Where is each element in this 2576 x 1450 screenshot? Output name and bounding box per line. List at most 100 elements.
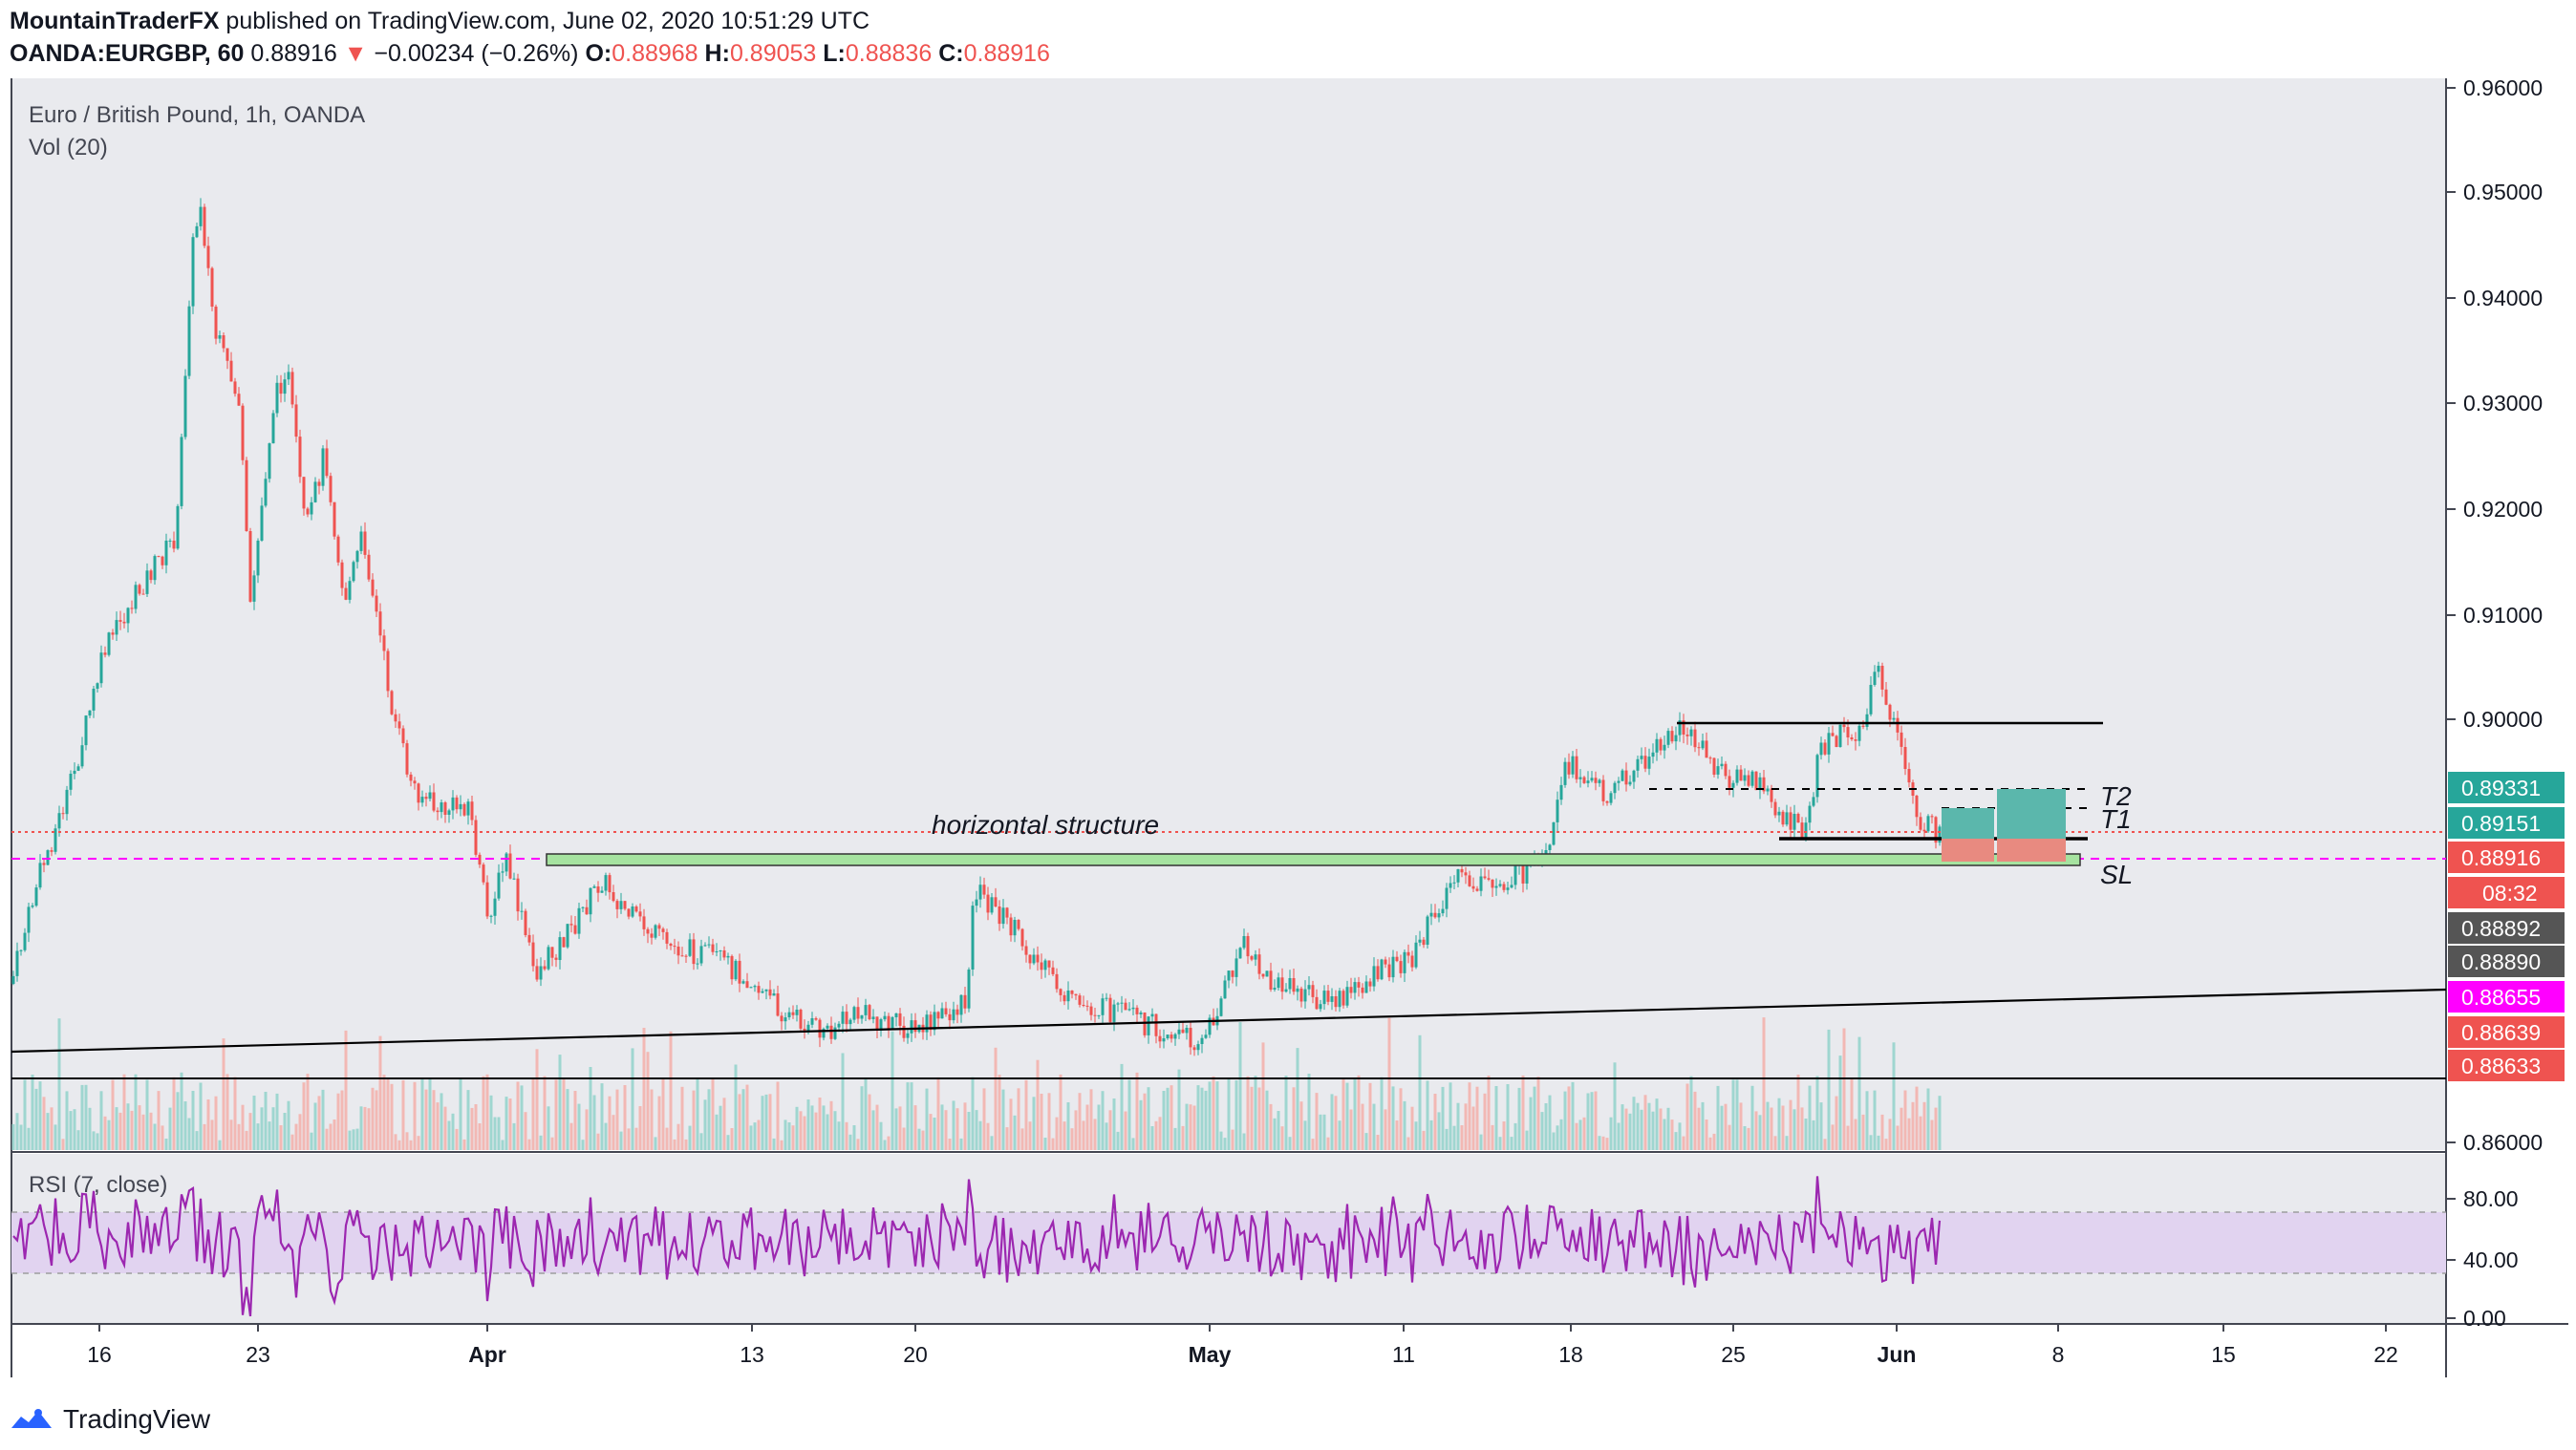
volume-bar (1112, 1098, 1116, 1150)
candle-body (1005, 907, 1009, 918)
candle-body (1747, 775, 1750, 786)
price-tag-bg[interactable] (2448, 877, 2565, 908)
sl-label[interactable]: SL (2100, 860, 2133, 889)
candle-body (1471, 885, 1475, 889)
candle-body (1594, 778, 1598, 783)
candle-body (443, 802, 447, 815)
symbol-legend[interactable]: Euro / British Pound, 1h, OANDA (29, 102, 365, 128)
price-tag-bg[interactable] (2448, 981, 2565, 1013)
volume-bar (455, 1128, 459, 1150)
chart-canvas[interactable]: horizontal structure T2 T1 SL Euro / Bri… (0, 76, 2576, 1395)
volume-bar (1013, 1115, 1017, 1150)
volume-bar (256, 1123, 260, 1150)
rsi-legend[interactable]: RSI (7, close) (29, 1172, 167, 1198)
candle-body (982, 885, 986, 895)
structure-zone[interactable] (546, 853, 2081, 866)
price-tag: 0.89151 (2461, 811, 2541, 836)
candle-body (302, 477, 306, 509)
volume-bar (206, 1099, 210, 1150)
volume-legend[interactable]: Vol (20) (29, 135, 108, 160)
candle-body (1693, 729, 1697, 748)
price-tag-bg[interactable] (2448, 1050, 2565, 1081)
volume-bar (1812, 1119, 1815, 1150)
candle-body (1903, 747, 1907, 769)
volume-bar (1655, 1098, 1659, 1150)
price-tag-bg[interactable] (2448, 807, 2565, 839)
volume-bar (245, 1130, 248, 1150)
price-tag-bg[interactable] (2448, 772, 2565, 803)
candle-body (1449, 883, 1452, 888)
candle-body (359, 531, 363, 551)
volume-bar (1437, 1112, 1441, 1150)
candle-body (1456, 869, 1460, 883)
candle-body (1277, 977, 1280, 989)
candle-body (462, 803, 466, 816)
price-tag-bg[interactable] (2448, 946, 2565, 977)
stop-box-2[interactable] (1997, 839, 2066, 862)
volume-bar (940, 1104, 944, 1150)
candle-body (1135, 1007, 1139, 1014)
candle-body (585, 906, 589, 915)
price-tag-bg[interactable] (2448, 842, 2565, 873)
time-axis[interactable] (11, 1324, 2446, 1377)
price-tag-bg[interactable] (2448, 1016, 2565, 1048)
candle-body (1934, 817, 1938, 843)
volume-bar (1170, 1085, 1173, 1150)
candle-body (929, 1014, 933, 1031)
candle-body (1682, 720, 1685, 735)
symbol-label[interactable]: OANDA:EURGBP, 60 (10, 40, 245, 67)
candle-body (195, 225, 199, 238)
price-axis[interactable] (2446, 78, 2568, 1324)
volume-bar (153, 1123, 157, 1150)
candle-body (631, 906, 634, 917)
structure-label[interactable]: horizontal structure (932, 810, 1159, 840)
tradingview-logo[interactable]: TradingView (10, 1400, 210, 1439)
candle-body (1716, 766, 1720, 775)
candle-body (348, 581, 352, 600)
volume-bar (963, 1102, 967, 1150)
price-tick-label: 0.94000 (2463, 286, 2543, 310)
volume-bar (1789, 1099, 1792, 1150)
candle-body (959, 994, 963, 1015)
t1-label[interactable]: T1 (2100, 804, 2132, 834)
price-tag-bg[interactable] (2448, 912, 2565, 944)
volume-bar (195, 1131, 199, 1150)
volume-bar (707, 1089, 711, 1150)
candle-body (787, 1012, 791, 1017)
volume-bar (1452, 1125, 1456, 1150)
volume-bar (654, 1137, 657, 1150)
candle-body (715, 951, 719, 952)
candle-body (1189, 1028, 1192, 1048)
candle-body (615, 901, 619, 909)
volume-bar (787, 1122, 791, 1150)
open-value: 0.88968 (612, 40, 698, 67)
high-label: H: (704, 40, 730, 67)
down-arrow-icon: ▼ (343, 40, 368, 67)
stop-box-1[interactable] (1942, 839, 1994, 862)
volume-bar (1200, 1087, 1204, 1150)
volume-bar (214, 1096, 218, 1150)
volume-bar (1154, 1120, 1158, 1150)
candle-body (1433, 912, 1437, 918)
time-label: Jun (1878, 1342, 1917, 1367)
candle-body (558, 937, 562, 960)
candle-body (138, 585, 141, 594)
volume-bar (1315, 1093, 1319, 1150)
candle-body (111, 632, 115, 635)
volume-bar (1162, 1091, 1166, 1150)
candle-body (1831, 733, 1835, 736)
volume-bar (703, 1099, 707, 1150)
publisher-name[interactable]: MountainTraderFX (10, 8, 220, 34)
volume-bar (566, 1089, 569, 1150)
candle-body (386, 650, 390, 692)
volume-bar (27, 1127, 31, 1150)
candle-body (990, 897, 994, 913)
volume-bar (619, 1131, 623, 1150)
candle-body (1047, 960, 1051, 968)
volume-bar (1796, 1075, 1800, 1150)
volume-bar (684, 1139, 688, 1150)
high-value: 0.89053 (729, 40, 817, 67)
volume-bar (501, 1140, 504, 1150)
volume-bar (887, 1136, 891, 1150)
t2-label[interactable]: T2 (2100, 781, 2132, 811)
